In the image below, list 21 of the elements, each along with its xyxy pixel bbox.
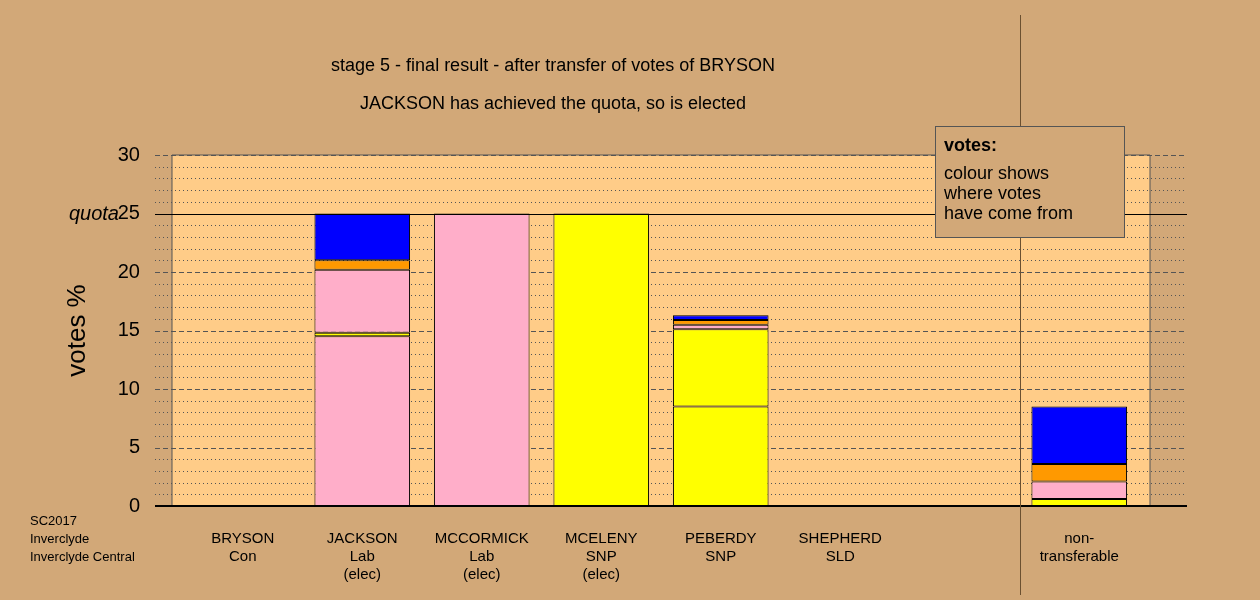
y-tick-label: 5 xyxy=(128,435,140,458)
note-box: votes: colour shows where votes have come from xyxy=(935,126,1125,238)
x-tick-label: BRYSON Con xyxy=(211,529,275,565)
y-tick-label: 10 xyxy=(117,376,140,399)
text: SC2017 Inverclyde Inverclyde Central xyxy=(30,513,135,564)
x-tick-label: PEBERDY SNP xyxy=(684,529,757,565)
chart-title: stage 5 - final result - after transfer of votes of BRYSON xyxy=(330,55,776,76)
y-tick-label: 25 xyxy=(117,201,140,224)
x-tick-label: JACKSON Lab (elec) xyxy=(326,529,398,583)
x-tick-label: SHEPHERD SLD xyxy=(798,529,883,565)
y-axis-title: votes % xyxy=(60,284,91,377)
x-tick-label: MCCORMICK Lab (elec) xyxy=(434,529,529,583)
x-tick-label: MCELENY SNP (elec) xyxy=(564,529,638,583)
x-tick-label: non- transferable xyxy=(1039,529,1119,565)
ref-line-label: quota xyxy=(68,202,119,225)
y-tick-label: 0 xyxy=(128,493,140,516)
chart-subtitle: JACKSON has achieved the quota, so is elected xyxy=(358,93,748,114)
y-tick-label: 15 xyxy=(117,318,140,341)
y-tick-label: 20 xyxy=(117,259,140,282)
y-tick-label: 30 xyxy=(117,142,140,165)
annotation: colour shows where votes have come from xyxy=(944,163,1075,223)
